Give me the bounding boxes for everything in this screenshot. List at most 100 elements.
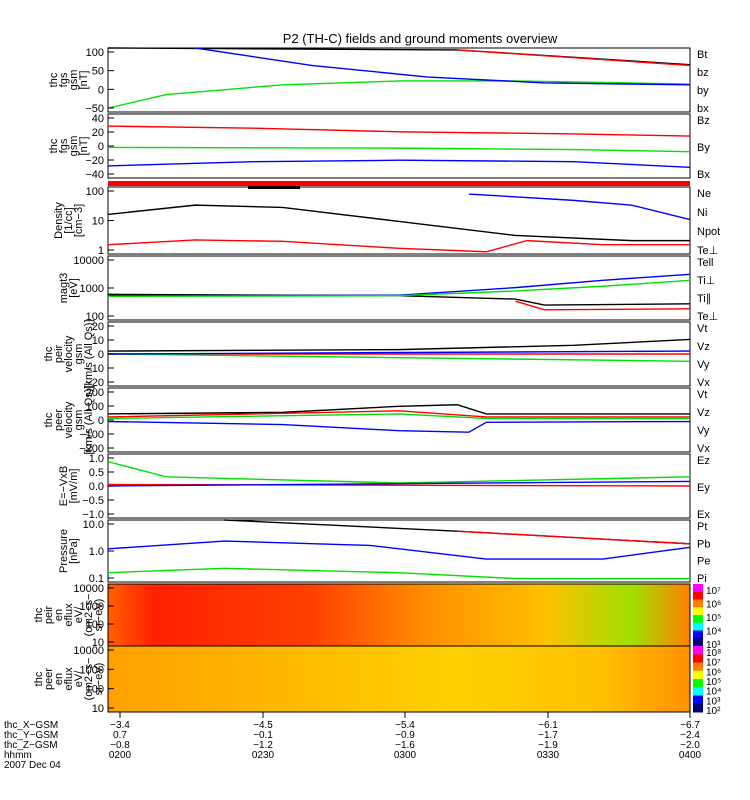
y-tick-label: 10 [92, 637, 104, 649]
y-tick-label: 20 [92, 127, 104, 139]
y-tick-label: 1000 [80, 664, 104, 676]
series-legend-ey [107, 460, 691, 484]
x-row-value: −4.5 [253, 720, 273, 731]
legend-ti-: Ti⊥ [697, 275, 715, 287]
x-row-value: 0230 [252, 750, 275, 761]
legend-vy: Vy [697, 425, 710, 437]
y-tick-label: 10 [92, 335, 104, 347]
y-axis-label: [km/s (All Qs)] [83, 385, 95, 454]
colorbar-segment [693, 638, 703, 647]
colorbar-segment [693, 615, 703, 624]
y-axis-label: [1/cc] [63, 207, 75, 233]
series-legend-bz [107, 125, 691, 137]
panel-frame [107, 645, 691, 713]
legend-ex: Ex [697, 509, 710, 521]
legend-vz: Vz [697, 341, 710, 353]
x-row-value: −1.6 [395, 740, 415, 751]
legend-ti-: Ti∥ [697, 293, 711, 305]
panel-p7: Ez Ey Ex 1.0 0.5 0.0 −0.5 −1.0 E=−VxB[mV/m] [58, 453, 710, 521]
colorbar-segment [693, 607, 703, 616]
colorbar-label: 10⁶ [706, 600, 721, 611]
series-legend-by [107, 80, 691, 109]
colorbar-segment [693, 670, 703, 680]
y-axis-label: eflux [63, 603, 75, 627]
y-tick-label: 10000 [73, 255, 104, 267]
panel-p4: Tell Ti⊥ Ti∥ Te⊥ 10000 1000 100 magt3[eV] [58, 255, 718, 323]
y-tick-label: 10 [92, 216, 104, 228]
panels: Btbzbybx100500−50thcfgsgsm[nT]BzByBx4020… [33, 47, 721, 717]
legend-vt: Vt [697, 389, 707, 401]
phase-strip [108, 181, 690, 186]
legend-bt: Bt [697, 49, 707, 61]
y-axis-label: thc [48, 72, 60, 87]
y-tick-label: 0.1 [89, 573, 104, 585]
x-row-value: −1.2 [253, 740, 273, 751]
legend-bx: Bx [697, 169, 710, 181]
y-tick-label: 0.0 [89, 481, 104, 493]
y-axis-label: peer [43, 668, 55, 690]
y-axis-label: gsm [68, 136, 80, 157]
y-tick-label: 50 [92, 66, 104, 78]
series-legend-by [107, 146, 691, 153]
y-axis-label: gsm [73, 410, 85, 431]
series-legend-vy [107, 353, 691, 362]
y-axis-label: velocity [63, 335, 75, 372]
legend-vz: Vz [697, 407, 710, 419]
x-row-value: −3.4 [110, 720, 130, 731]
x-row-value: −0.1 [253, 730, 273, 741]
colorbar-segment [693, 703, 703, 713]
legend-vy: Vy [697, 359, 710, 371]
colorbar-segment [693, 591, 703, 600]
y-tick-label: 200 [86, 387, 104, 399]
x-row-label: thc_Z−GSM [4, 740, 58, 751]
panel-frame [107, 113, 691, 179]
y-axis-label: gsm [73, 344, 85, 365]
colorbar-segment [693, 687, 703, 696]
x-axis-table: thc_X−GSM −3.4 −4.5 −5.4 −6.1 −6.7 thc_Y−GSM 0.… [4, 712, 702, 771]
x-row-label: thc_X−GSM [4, 720, 58, 731]
y-tick-label: 0 [98, 141, 104, 153]
y-axis-label: [nPa] [68, 538, 80, 564]
series-legend-ni [107, 204, 690, 242]
series-legend-te- [107, 239, 690, 253]
y-axis-label: sr−eV) [93, 663, 105, 696]
series-legend-pb [457, 530, 691, 545]
y-tick-label: −200 [79, 443, 104, 455]
colorbar-label: 10⁷ [706, 658, 721, 669]
legend-by: by [697, 85, 709, 97]
y-axis-label: Pressure [58, 529, 70, 573]
y-axis-label: sr−eV) [93, 599, 105, 632]
y-tick-label: −40 [85, 169, 104, 181]
y-axis-label: en [53, 673, 65, 685]
panel-frame [107, 387, 691, 453]
y-tick-label: 100 [86, 186, 104, 198]
series-legend-vy [107, 413, 690, 420]
y-axis-label: magt3 [58, 273, 70, 304]
x-row-label: hhmm [4, 750, 32, 761]
x-row-value: −6.1 [538, 720, 558, 731]
series-legend-bx [195, 47, 691, 86]
y-axis-label: thc [48, 138, 60, 153]
y-tick-label: 10000 [73, 645, 104, 657]
y-axis-label: [nT] [78, 137, 90, 156]
x-row-value: 0300 [394, 750, 417, 761]
y-axis-label: thc [43, 412, 55, 427]
y-tick-label: 0 [98, 415, 104, 427]
series-legend-pe [107, 567, 690, 580]
y-axis-label: peer [53, 409, 65, 431]
colorbar-segment [693, 695, 703, 705]
legend-ni: Ni [697, 207, 707, 219]
legend-bz: Bz [697, 115, 710, 127]
series-legend-bz [457, 49, 691, 67]
y-axis-label: [eV] [68, 278, 80, 298]
y-tick-label: 100 [86, 684, 104, 696]
x-row-value: −2.0 [680, 740, 700, 751]
y-axis-label: velocity [63, 401, 75, 438]
legend-pt: Pt [697, 521, 707, 533]
y-tick-label: 10000 [73, 583, 104, 595]
y-tick-label: 40 [92, 113, 104, 125]
x-row-value: −0.8 [110, 740, 130, 751]
x-row-value: −6.7 [680, 720, 700, 731]
